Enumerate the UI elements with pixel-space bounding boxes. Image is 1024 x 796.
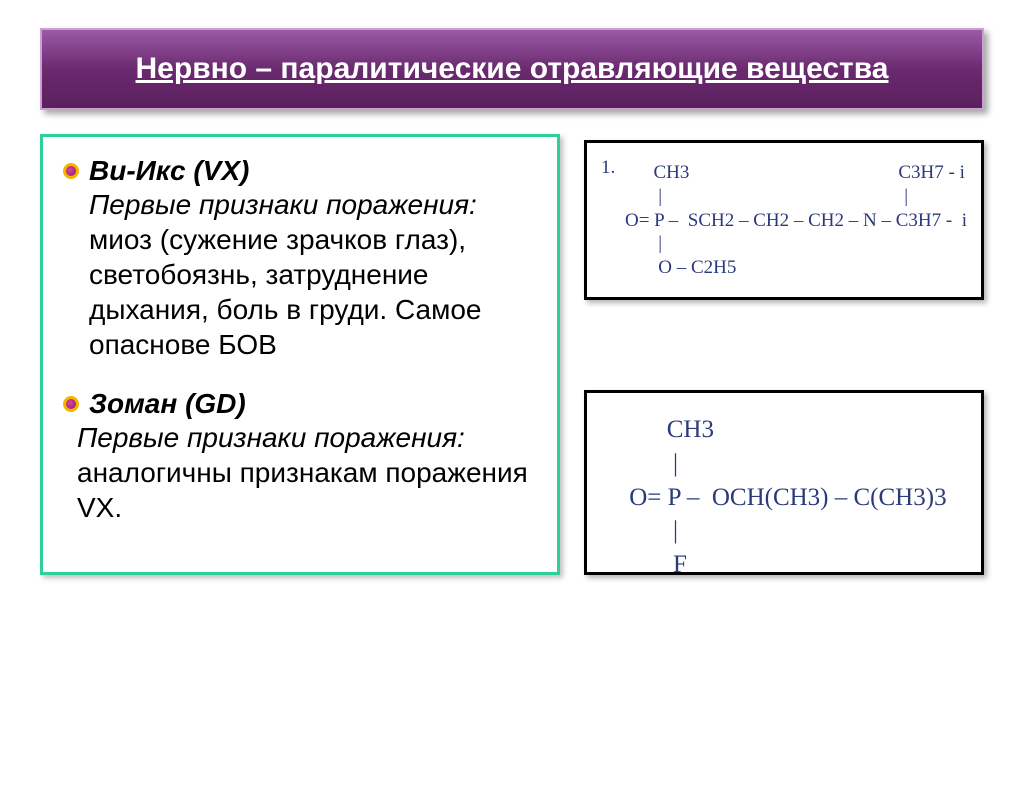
item-gd: Зоман (GD) Первые признаки поражения: ан…: [63, 388, 537, 525]
slide-title: Нервно – паралитические отравляющие веще…: [40, 28, 984, 110]
formula-gd: CH3 | O= P – OCH(CH3) – C(CH3)3 | F: [584, 390, 984, 575]
item-vx: Ви-Икс (VX) Первые признаки поражения: м…: [63, 155, 537, 362]
item-vx-rest: миоз (сужение зрачков глаз), светобоязнь…: [89, 224, 481, 360]
formula-gd-line: |: [623, 514, 967, 548]
item-gd-title: Зоман (GD): [89, 388, 246, 420]
formula-gd-line: F: [623, 548, 967, 582]
text-panel: Ви-Икс (VX) Первые признаки поражения: м…: [40, 134, 560, 575]
formula-gd-line: O= P – OCH(CH3) – C(CH3)3: [623, 481, 967, 515]
content-row: Ви-Икс (VX) Первые признаки поражения: м…: [0, 134, 1024, 575]
formula-gd-line: CH3: [623, 413, 967, 447]
formula-vx-line: |: [625, 232, 967, 256]
item-vx-lead: Первые признаки поражения:: [89, 189, 477, 220]
formula-gd-line: |: [623, 447, 967, 481]
item-gd-body: Первые признаки поражения: аналогичны пр…: [63, 420, 537, 525]
item-gd-rest: аналогичны признакам поражения VX.: [77, 457, 528, 523]
item-vx-title: Ви-Икс (VX): [89, 155, 249, 187]
bullet-icon: [63, 396, 79, 412]
formula-vx: 1. CH3 C3H7 - i | | O= P – SCH2 – CH2 – …: [584, 140, 984, 300]
formula-column: 1. CH3 C3H7 - i | | O= P – SCH2 – CH2 – …: [584, 134, 984, 575]
formula-vx-line: | |: [625, 185, 967, 209]
item-vx-body: Первые признаки поражения: миоз (сужение…: [63, 187, 537, 362]
formula-vx-line: CH3 C3H7 - i: [625, 161, 967, 185]
formula-vx-line: O – C2H5: [625, 256, 967, 280]
formula-vx-line: O= P – SCH2 – CH2 – CH2 – N – C3H7 - i: [625, 209, 967, 233]
formula-vx-number: 1.: [601, 157, 615, 179]
bullet-icon: [63, 163, 79, 179]
item-gd-lead: Первые признаки поражения:: [77, 422, 465, 453]
